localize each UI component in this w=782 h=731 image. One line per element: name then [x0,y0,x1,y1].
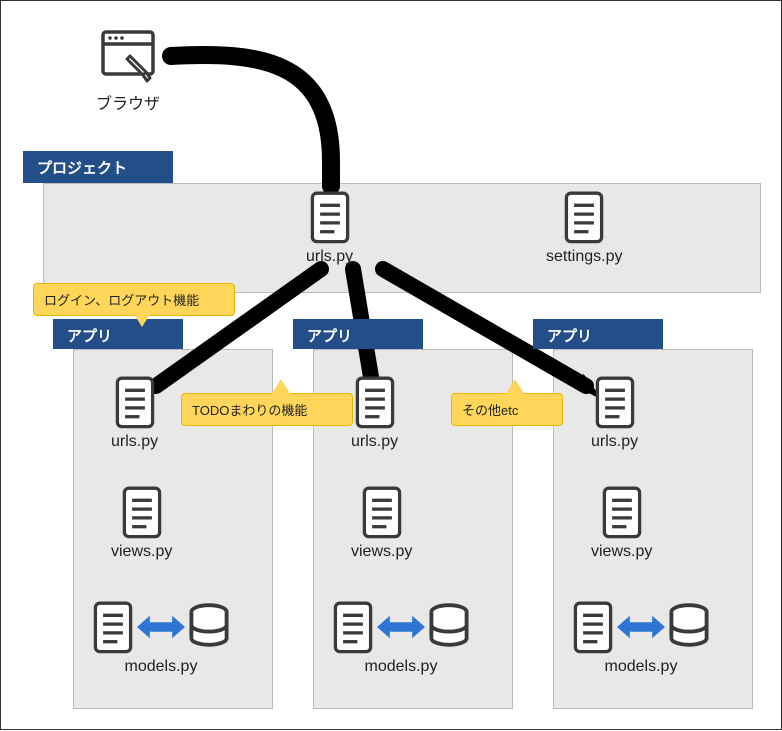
callout-tail-2 [505,379,525,395]
app-0-file-0: urls.py [111,376,158,451]
file-label: settings.py [546,248,622,266]
app-2-file-0: urls.py [591,376,638,451]
file-label: views.py [591,543,652,561]
sync-arrow-icon [377,609,425,645]
callout-tail-0 [132,311,152,327]
database-icon [667,603,711,651]
file-label: views.py [111,543,172,561]
file-label: models.py [331,658,471,676]
app-header-2: アプリ [533,319,663,349]
app-header-1: アプリ [293,319,423,349]
browser-node: ブラウザ [96,26,160,114]
document-icon [593,376,637,429]
browser-label: ブラウザ [96,90,160,114]
file-label: urls.py [306,248,353,266]
callout-2: その他etc [451,393,563,426]
project-file-1: settings.py [546,191,622,266]
document-icon [120,486,164,539]
document-icon [91,601,135,654]
document-icon [360,486,404,539]
callout-tail-1 [271,379,291,395]
app-2-file-1: views.py [591,486,652,561]
document-icon [113,376,157,429]
file-label: urls.py [351,433,398,451]
diagram-canvas: プロジェクトアプリ アプリ アプリ ブラウザ urls.py settings.py… [0,0,782,730]
database-icon [187,603,231,651]
app-0-file-2: models.py [91,601,231,676]
file-label: urls.py [591,433,638,451]
file-label: models.py [571,658,711,676]
file-label: urls.py [111,433,158,451]
sync-arrow-icon [137,609,185,645]
document-icon [562,191,606,244]
database-icon [427,603,471,651]
document-icon [571,601,615,654]
document-icon [353,376,397,429]
file-label: views.py [351,543,412,561]
app-header-0: アプリ [53,319,183,349]
app-1-file-0: urls.py [351,376,398,451]
document-icon [308,191,352,244]
project-header: プロジェクト [23,151,173,183]
app-2-file-2: models.py [571,601,711,676]
browser-icon [98,26,158,86]
app-0-file-1: views.py [111,486,172,561]
app-1-file-1: views.py [351,486,412,561]
callout-1: TODOまわりの機能 [181,393,353,426]
flow-arrow-0 [171,55,331,186]
project-file-0: urls.py [306,191,353,266]
app-1-file-2: models.py [331,601,471,676]
sync-arrow-icon [617,609,665,645]
project-panel [43,183,761,293]
document-icon [600,486,644,539]
file-label: models.py [91,658,231,676]
document-icon [331,601,375,654]
